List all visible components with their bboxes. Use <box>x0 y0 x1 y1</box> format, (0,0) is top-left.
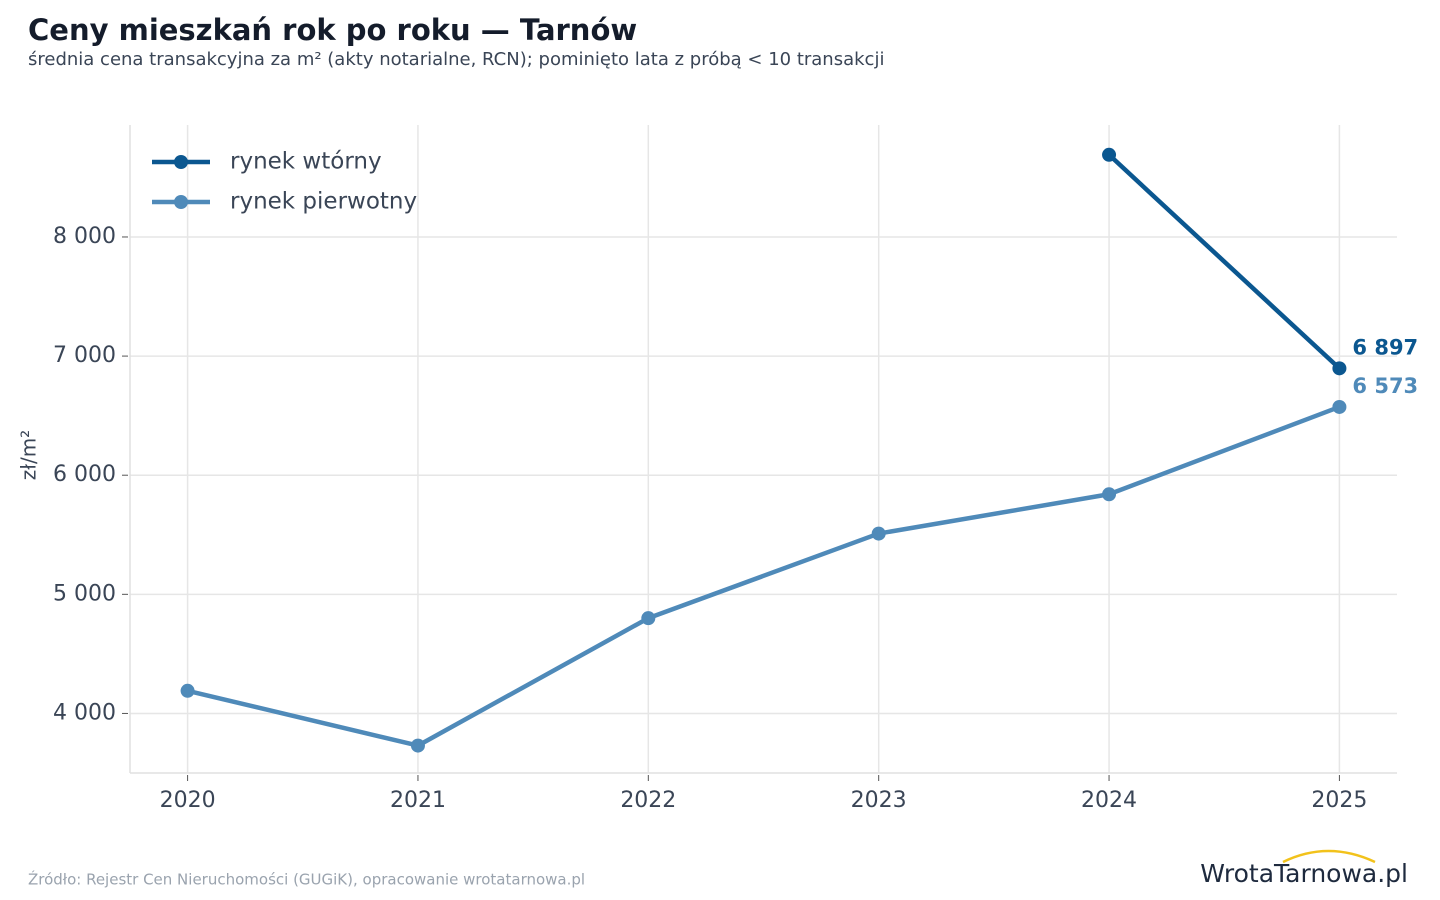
source-note: Źródło: Rejestr Cen Nieruchomości (GUGiK… <box>28 870 585 889</box>
data-point <box>641 611 656 626</box>
y-tick-label: 7 000 <box>53 343 116 368</box>
x-tick-label: 2025 <box>1311 788 1367 813</box>
x-tick-label: 2020 <box>160 788 216 813</box>
logo-text: WrotaTarnowa.pl <box>1200 859 1408 888</box>
value-label: 6 573 <box>1352 374 1418 398</box>
data-point <box>871 526 886 541</box>
logo-part: Tarnowa <box>1273 859 1377 888</box>
data-point <box>410 738 425 753</box>
y-tick-label: 4 000 <box>53 700 116 725</box>
data-point <box>1332 361 1347 376</box>
logo-arc <box>1282 849 1376 864</box>
legend-marker <box>174 155 188 169</box>
y-axis-label: zł/m² <box>17 430 41 480</box>
chart-title: Ceny mieszkań rok po roku — Tarnów <box>28 13 637 47</box>
y-tick-label: 5 000 <box>53 581 116 606</box>
x-tick-label: 2021 <box>390 788 446 813</box>
x-tick-label: 2024 <box>1081 788 1137 813</box>
logo-part: Wrota <box>1200 859 1274 888</box>
data-point <box>1332 399 1347 414</box>
data-point <box>180 683 195 698</box>
value-label: 6 897 <box>1352 335 1418 359</box>
legend-marker <box>174 195 188 209</box>
x-tick-label: 2022 <box>620 788 676 813</box>
y-tick-label: 6 000 <box>53 462 116 487</box>
data-point <box>1102 147 1117 162</box>
chart-subtitle: średnia cena transakcyjna za m² (akty no… <box>28 49 884 70</box>
data-point <box>1102 487 1117 502</box>
legend-label: rynek pierwotny <box>230 189 417 215</box>
series-line <box>1107 153 1341 371</box>
logo: WrotaTarnowa.pl <box>1200 849 1408 888</box>
series-line <box>187 404 1341 748</box>
legend-label: rynek wtórny <box>230 149 382 175</box>
y-tick-label: 8 000 <box>53 224 116 249</box>
x-tick-label: 2023 <box>851 788 907 813</box>
logo-part: .pl <box>1377 859 1408 888</box>
